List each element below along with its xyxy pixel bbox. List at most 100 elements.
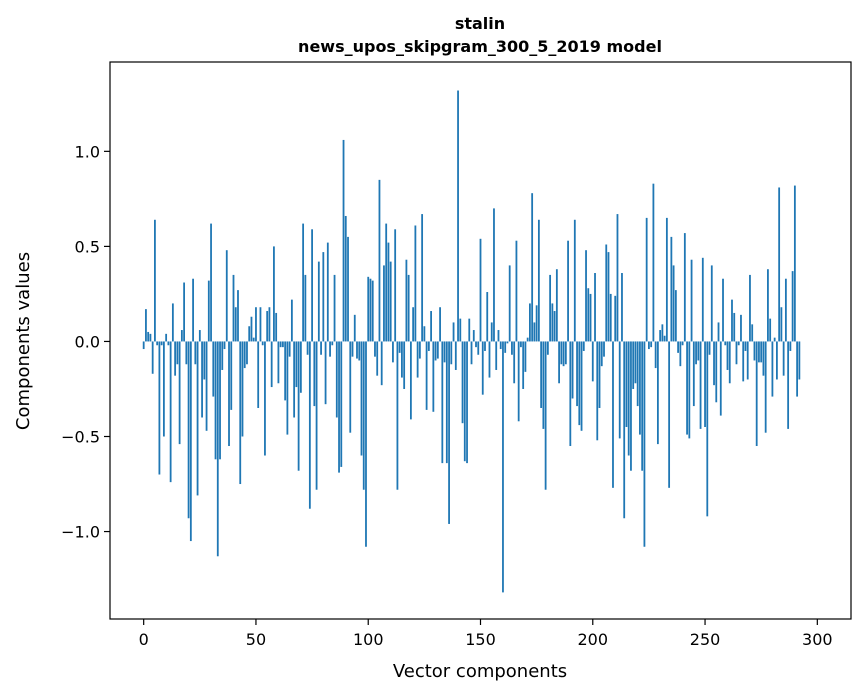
bar <box>609 293 612 342</box>
bar <box>441 341 444 464</box>
bar <box>726 341 729 370</box>
bar <box>383 265 385 342</box>
bar <box>742 341 745 382</box>
bar <box>663 335 666 342</box>
bar <box>392 341 394 363</box>
bar <box>490 322 493 342</box>
bar <box>650 341 653 348</box>
bar <box>198 330 201 342</box>
bar <box>524 341 527 372</box>
bar <box>515 240 518 342</box>
bar <box>758 341 760 363</box>
bar <box>497 330 500 342</box>
bar <box>634 341 637 384</box>
bar <box>688 341 691 439</box>
bar <box>376 341 379 376</box>
bar <box>677 341 679 353</box>
bar <box>710 265 713 342</box>
bars-group <box>142 90 801 593</box>
bar <box>434 341 437 361</box>
bar <box>407 274 410 342</box>
bar <box>275 312 278 342</box>
bar <box>156 341 159 346</box>
bar <box>389 261 392 342</box>
bar <box>374 341 376 357</box>
bar <box>499 341 502 350</box>
bar <box>443 341 446 363</box>
y-axis: −1.0 −0.5 0.0 0.5 1.0 <box>61 142 110 542</box>
bar <box>421 214 424 342</box>
bar <box>145 309 147 342</box>
bar <box>187 341 190 519</box>
bar <box>201 341 203 418</box>
bar <box>513 341 516 384</box>
bar <box>540 341 543 408</box>
bar <box>479 238 482 342</box>
bar <box>452 322 455 342</box>
bar <box>162 341 165 437</box>
bar <box>180 330 183 342</box>
bar <box>780 307 783 342</box>
bar <box>782 341 785 376</box>
bar <box>205 341 208 431</box>
bar <box>261 341 264 346</box>
bar <box>378 179 381 342</box>
bar <box>625 341 628 427</box>
bar <box>555 269 558 342</box>
bar <box>656 341 659 445</box>
bar <box>571 341 574 399</box>
bar <box>520 341 522 348</box>
bar <box>315 341 318 490</box>
bar <box>582 341 585 351</box>
bar <box>320 341 322 355</box>
bar <box>717 322 720 342</box>
bar <box>367 276 370 342</box>
bar <box>560 341 563 365</box>
bar <box>436 341 439 359</box>
bar <box>643 341 646 547</box>
bar <box>531 193 534 342</box>
bar <box>708 341 711 355</box>
bar <box>347 236 349 342</box>
bar <box>174 341 177 376</box>
bar <box>324 341 327 405</box>
bar <box>311 229 313 342</box>
bar <box>365 341 367 547</box>
bar <box>511 341 513 355</box>
bar <box>176 341 179 365</box>
bar <box>362 341 365 490</box>
bar <box>787 341 790 429</box>
y-axis-label: Components values <box>13 252 34 430</box>
x-tick-label: 100 <box>353 630 384 649</box>
bar <box>755 341 758 447</box>
bar <box>234 307 237 342</box>
bar <box>232 274 235 342</box>
bar <box>760 341 763 363</box>
bar <box>793 185 796 342</box>
bar <box>409 341 412 420</box>
bar <box>385 223 388 342</box>
bar <box>690 259 693 342</box>
bar <box>706 341 709 517</box>
bar <box>731 299 733 342</box>
bar <box>250 316 253 342</box>
bar <box>432 341 435 412</box>
bar <box>255 307 257 342</box>
bar <box>791 271 794 342</box>
bar <box>472 330 475 342</box>
bar <box>486 292 489 342</box>
bar <box>715 341 718 403</box>
bar <box>546 341 549 355</box>
bar <box>223 341 226 350</box>
bar <box>784 278 787 342</box>
bar <box>344 215 347 342</box>
bar <box>401 341 403 378</box>
bar <box>607 252 610 342</box>
bar <box>776 341 778 380</box>
bar <box>719 341 722 416</box>
bar <box>506 341 509 344</box>
bar <box>672 265 675 342</box>
bar <box>158 341 161 475</box>
